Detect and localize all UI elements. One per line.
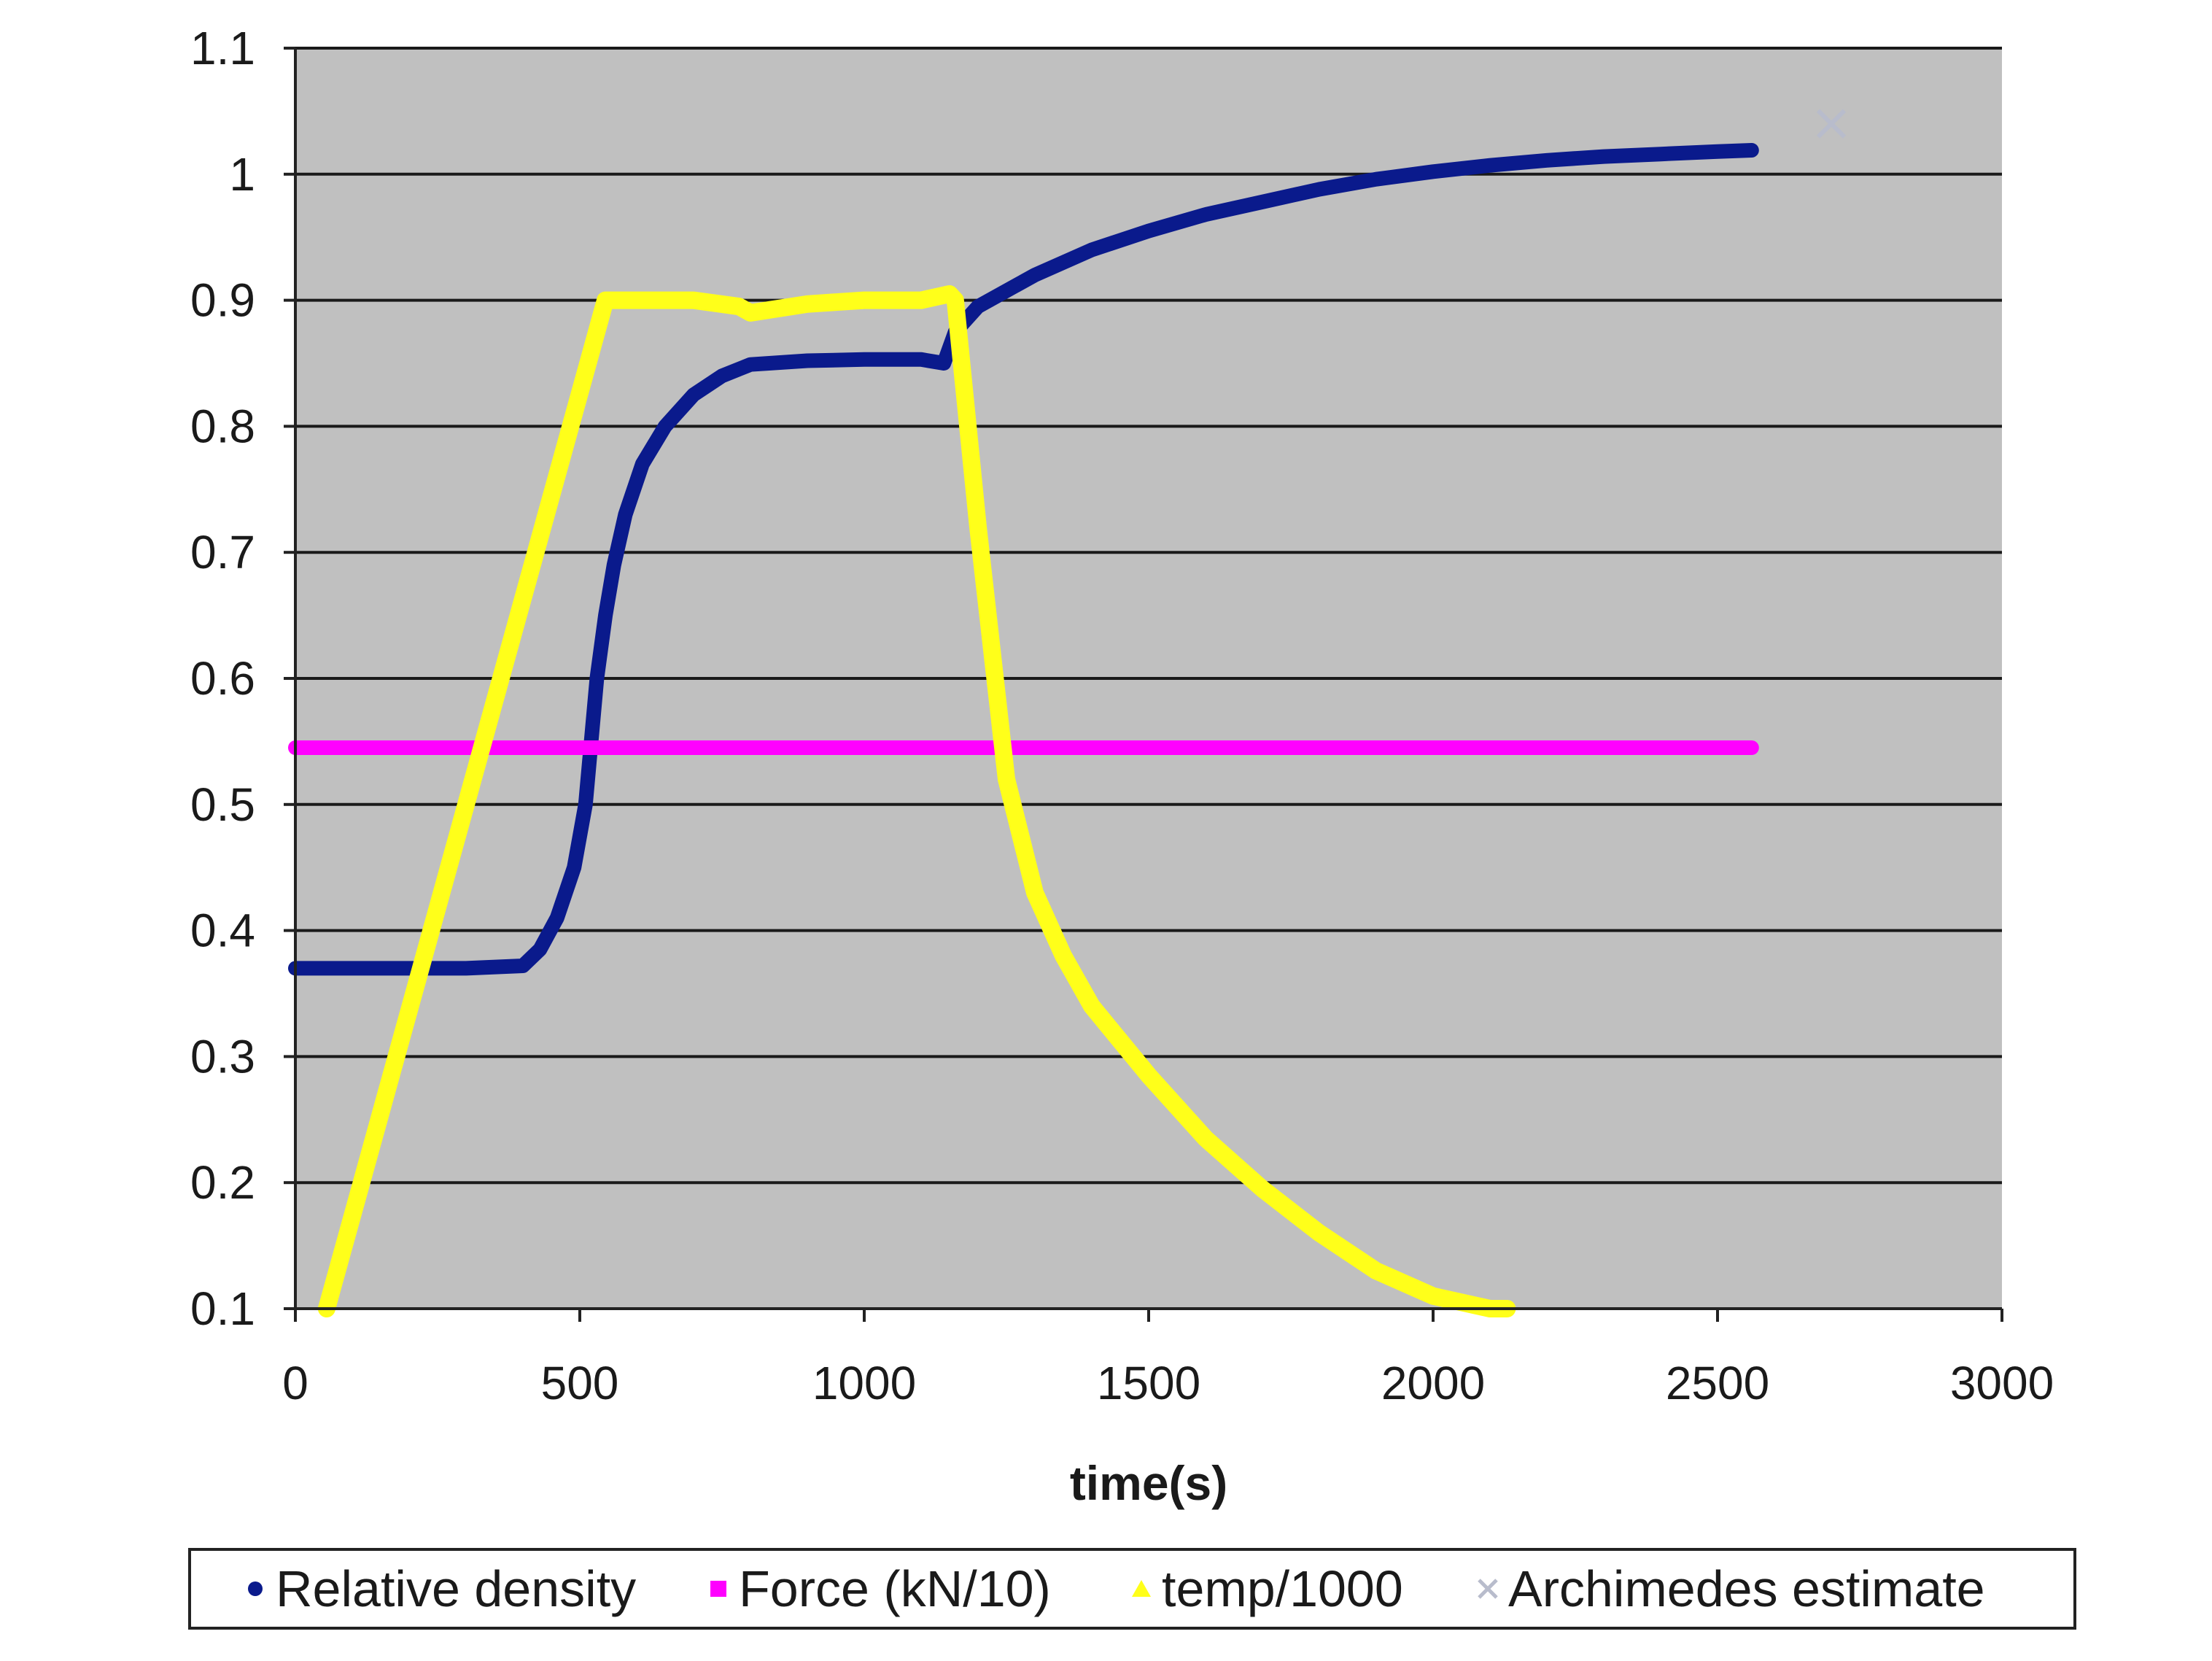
legend-item-0: Relative density (248, 1560, 636, 1617)
y-tick-label-0.4: 0.4 (190, 905, 255, 957)
series-layer (288, 109, 1847, 1317)
ticks: 0.1 0.2 0.3 0.4 0.5 0.6 0.7 0.8 0.9 1 1.1 0 500 1000 1… (190, 22, 2054, 1409)
y-tick-label-0.3: 0.3 (190, 1030, 255, 1083)
y-tick-label-1: 1 (229, 148, 255, 201)
legend-label-1: Force (kN/10) (739, 1560, 1051, 1617)
x-tick-label-2500: 2500 (1666, 1357, 1769, 1409)
y-tick-label-0.7: 0.7 (190, 526, 255, 578)
legend-item-2: temp/1000 (1132, 1560, 1403, 1617)
legend-dot-marker (248, 1581, 263, 1596)
y-tick-label-0.9: 0.9 (190, 274, 255, 327)
x-tick-label-0: 0 (282, 1357, 308, 1409)
series-3-point-0 (1816, 109, 1847, 139)
x-tick-label-1000: 1000 (812, 1357, 916, 1409)
x-axis-title: time(s) (1070, 1456, 1227, 1510)
legend-x-marker-b (1478, 1579, 1498, 1599)
x-tick-label-3000: 3000 (1950, 1357, 2054, 1409)
y-tick-label-0.5: 0.5 (190, 778, 255, 831)
x-tick-label-2000: 2000 (1381, 1357, 1485, 1409)
gridlines (295, 47, 2002, 1185)
legend-label-0: Relative density (276, 1560, 636, 1617)
legend-label-3: Archimedes estimate (1508, 1560, 1985, 1617)
legend: Relative density Force (kN/10) temp/1000 Ar… (188, 1548, 2076, 1630)
legend-items: Relative density Force (kN/10) temp/1000 Ar… (248, 1560, 1985, 1617)
y-tick-label-0.2: 0.2 (190, 1156, 255, 1209)
legend-square-marker (710, 1581, 726, 1597)
series-2-line (317, 285, 1516, 1317)
legend-triangle-marker (1132, 1580, 1151, 1597)
x-tick-label-1500: 1500 (1097, 1357, 1200, 1409)
x-tick-label-500: 500 (541, 1357, 619, 1409)
y-tick-label-0.6: 0.6 (190, 652, 255, 705)
y-tick-label-0.8: 0.8 (190, 400, 255, 452)
series-0-line (288, 143, 1759, 976)
legend-item-3: Archimedes estimate (1478, 1560, 1985, 1617)
legend-box (188, 1548, 2076, 1630)
legend-item-1: Force (kN/10) (710, 1560, 1051, 1617)
y-tick-label-0.1: 0.1 (190, 1282, 255, 1335)
legend-label-2: temp/1000 (1162, 1560, 1403, 1617)
series-3-point-0-stroke-b (1816, 109, 1847, 139)
y-tick-label-1.1: 1.1 (190, 22, 255, 74)
